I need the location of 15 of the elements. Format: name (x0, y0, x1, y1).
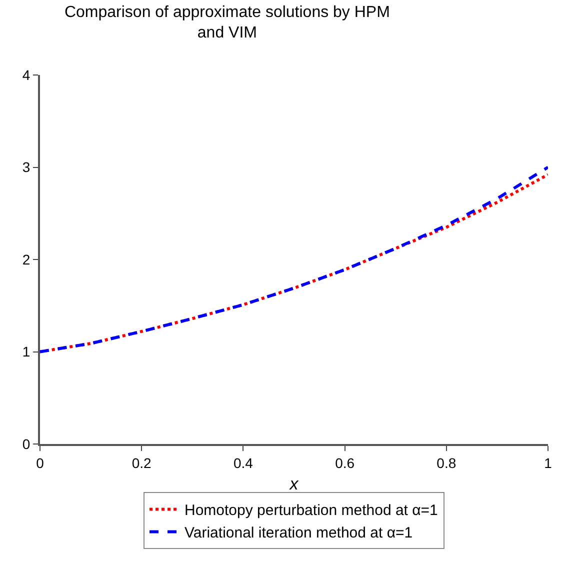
y-tick-label: 0 (22, 436, 30, 452)
x-tick-label: 1 (544, 454, 552, 471)
x-tick-label: 0 (36, 454, 44, 471)
x-tick-label: 0.8 (436, 454, 456, 471)
x-tick-label: 0.6 (335, 454, 355, 471)
y-tick-label: 4 (22, 66, 30, 83)
legend-label: Homotopy perturbation method at α=1 (184, 502, 438, 520)
x-axis-title: x (288, 474, 299, 494)
y-tick-label: 2 (22, 251, 30, 268)
y-tick-label: 1 (22, 344, 30, 360)
x-tick-label: 0.2 (132, 454, 152, 471)
chart-title: Comparison of approximate solutions by HPM and VIM (64, 4, 390, 42)
x-tick-label: 0.4 (233, 454, 254, 471)
legend-label: Variational iteration method at α=1 (184, 524, 413, 542)
y-tick-label: 3 (22, 159, 30, 176)
